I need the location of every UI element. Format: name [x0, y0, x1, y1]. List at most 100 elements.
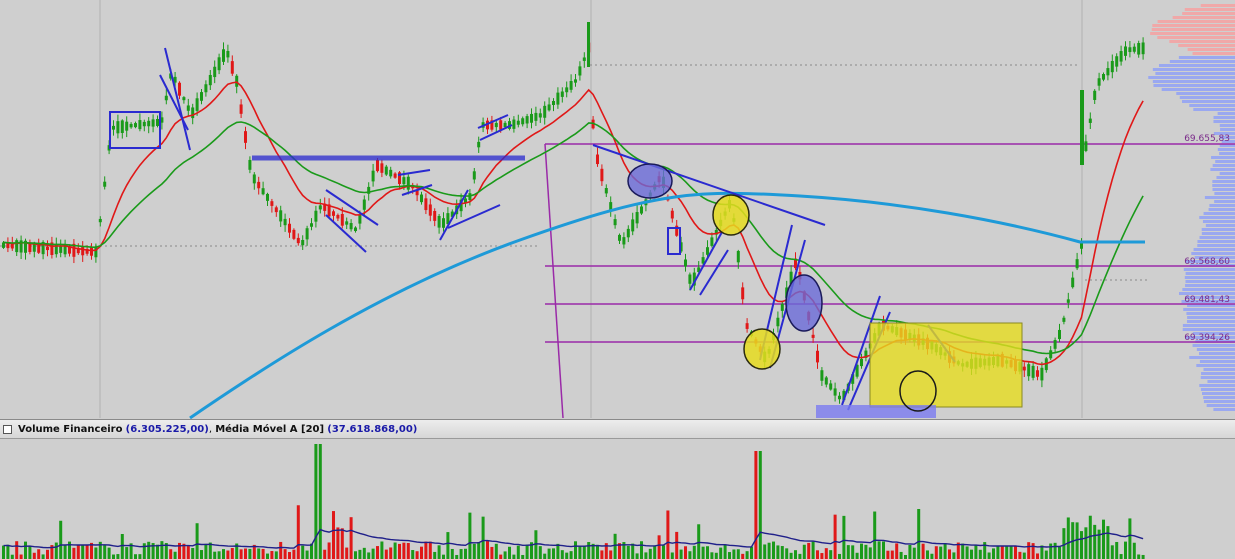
- candle-body: [1080, 241, 1083, 249]
- volume-profile-bar: [1219, 172, 1235, 175]
- annotation-circle: [899, 370, 937, 412]
- candle-body: [301, 239, 305, 246]
- volume-bar: [807, 542, 811, 559]
- volume-bar: [1044, 550, 1048, 559]
- volume-bar: [1014, 546, 1017, 559]
- volume-bar: [464, 548, 467, 559]
- volume-bar: [1058, 546, 1061, 559]
- annotation-resistance-line: [592, 144, 826, 226]
- volume-bar: [710, 552, 714, 559]
- candle-body: [829, 383, 833, 390]
- volume-bar: [217, 551, 221, 559]
- candle-body: [415, 189, 419, 196]
- volume-profile-bar: [1189, 356, 1235, 359]
- volume-bar: [934, 546, 938, 559]
- candle-body: [72, 243, 76, 257]
- consolidation-zone: [869, 322, 1023, 408]
- volume-profile-bar: [1185, 284, 1235, 287]
- volume-bar: [270, 551, 274, 559]
- volume-profile-bar: [1152, 24, 1235, 27]
- candle-body: [851, 374, 855, 384]
- candle-body: [816, 350, 819, 363]
- volume-bar: [613, 533, 617, 559]
- candle-body: [512, 119, 516, 129]
- annotation-trendline: [164, 47, 191, 151]
- candle-body: [824, 377, 828, 385]
- volume-bar: [750, 546, 753, 559]
- candle-body: [398, 172, 401, 184]
- candle-body: [494, 122, 498, 128]
- volume-profile-bar: [1187, 304, 1235, 307]
- candle-body: [1124, 46, 1127, 56]
- volume-bar: [340, 528, 344, 559]
- volume-profile-bar: [1198, 352, 1235, 355]
- volume-bar: [719, 547, 723, 559]
- annotation-trendline: [689, 231, 723, 291]
- candle-body: [266, 193, 269, 201]
- volume-profile-bar: [1211, 156, 1235, 159]
- volume-profile-bar: [1185, 272, 1235, 275]
- candle-body: [521, 118, 525, 125]
- candle-body: [1040, 367, 1044, 381]
- volume-bar: [345, 547, 349, 559]
- candle-body: [450, 211, 454, 217]
- volume-bar: [1062, 528, 1066, 559]
- volume-profile-bar: [1157, 36, 1235, 39]
- volume-bar: [112, 554, 115, 559]
- volume-bar: [644, 552, 648, 559]
- volume-bar: [10, 554, 14, 559]
- candle-body: [1066, 299, 1070, 303]
- volume-bar: [164, 543, 168, 559]
- candle-body: [142, 121, 146, 127]
- volume-bar: [530, 542, 533, 559]
- volume-profile-bar: [1220, 128, 1235, 131]
- volume-bar: [987, 552, 991, 559]
- volume-bar: [292, 549, 296, 559]
- volume-bar: [978, 549, 982, 559]
- candle-body: [692, 272, 696, 286]
- volume-bar: [754, 451, 758, 559]
- volume-profile-bar: [1182, 328, 1235, 331]
- volume-bar: [129, 543, 133, 559]
- volume-bar: [226, 550, 230, 559]
- volume-bar: [24, 541, 27, 559]
- volume-bar: [1141, 554, 1145, 559]
- annotation-trendline: [325, 189, 379, 226]
- candle-body: [776, 317, 780, 327]
- volume-bar: [332, 511, 335, 559]
- volume-bar: [191, 548, 195, 559]
- volume-profile-bar: [1185, 260, 1235, 263]
- volume-bar: [455, 554, 459, 559]
- candle-body: [261, 188, 265, 195]
- annotation-circle: [627, 163, 673, 199]
- volume-visibility-checkbox[interactable]: [3, 425, 12, 434]
- volume-bar: [437, 545, 441, 559]
- volume-bar: [239, 549, 243, 559]
- volume-bar: [776, 545, 780, 559]
- candle-body: [50, 242, 54, 255]
- volume-bar: [811, 541, 815, 559]
- volume-profile-bar: [1200, 388, 1235, 391]
- candle-body: [842, 390, 846, 401]
- candle-body: [789, 271, 793, 285]
- volume-bar: [169, 549, 173, 559]
- candle-body: [186, 105, 190, 111]
- volume-bar: [587, 542, 591, 559]
- candle-body: [10, 243, 14, 249]
- volume-bar: [895, 543, 899, 559]
- candle-body: [675, 225, 679, 236]
- volume-bar: [635, 553, 639, 559]
- volume-bar: [393, 542, 397, 559]
- volume-bar: [472, 543, 476, 559]
- candle-body: [173, 76, 177, 83]
- volume-bar: [371, 548, 375, 559]
- candle-body: [1084, 141, 1088, 151]
- volume-bar: [450, 548, 454, 559]
- volume-profile-bar: [1199, 384, 1235, 387]
- volume-bar: [1018, 551, 1022, 559]
- annotation-trendline: [477, 114, 509, 129]
- candle-body: [274, 207, 278, 213]
- candle-body: [204, 84, 208, 93]
